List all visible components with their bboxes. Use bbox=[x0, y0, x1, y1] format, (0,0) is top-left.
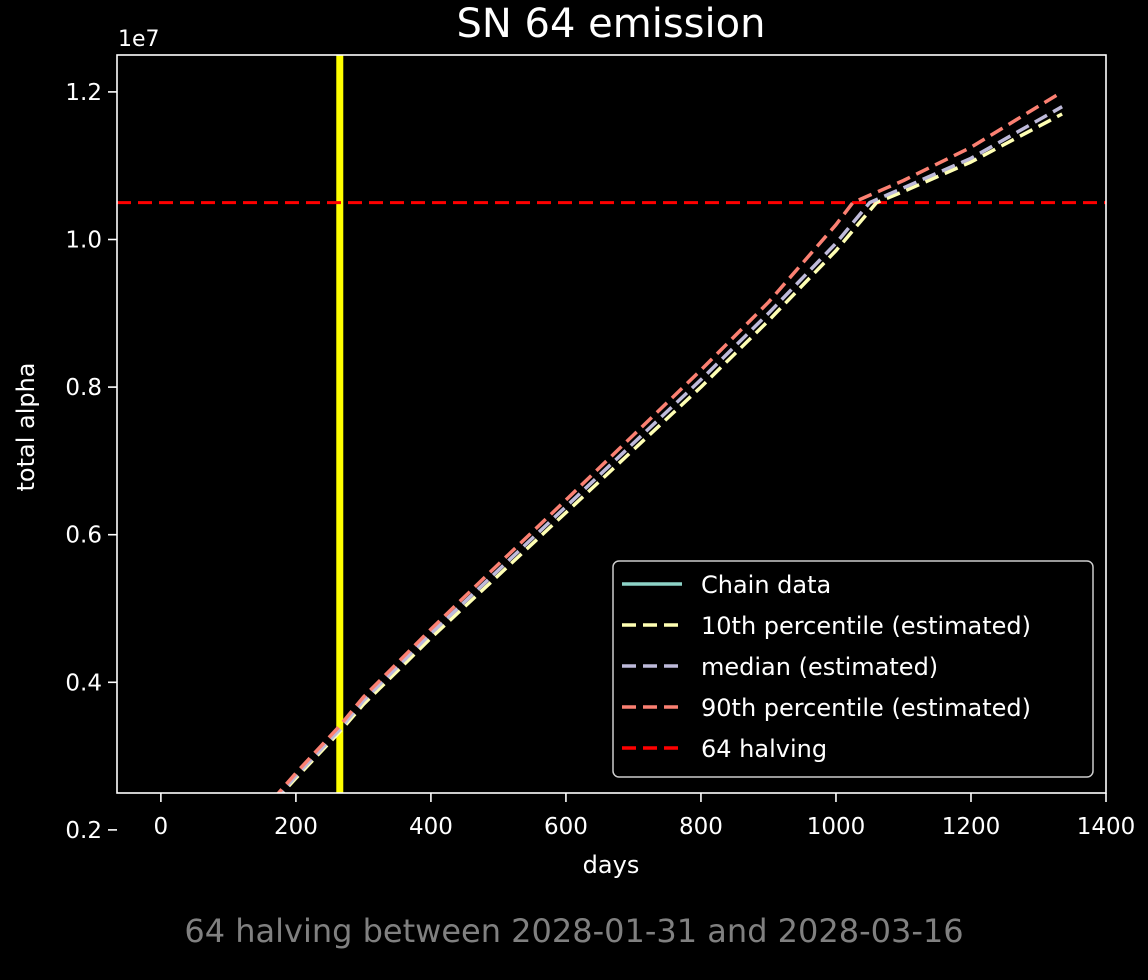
y-tick-label: 1.2 bbox=[65, 80, 102, 106]
y-offset-label: 1e7 bbox=[118, 27, 160, 52]
plot-area bbox=[117, 55, 1106, 900]
legend-chain-data-label: Chain data bbox=[701, 571, 831, 599]
x-tick-label: 1400 bbox=[1077, 814, 1136, 840]
median-line bbox=[278, 105, 1063, 793]
x-tick-label: 600 bbox=[544, 814, 588, 840]
x-axis: 0 200 400 600 800 1000 1200 1400 bbox=[154, 793, 1136, 840]
x-tick-label: 200 bbox=[274, 814, 318, 840]
legend-p90-label: 90th percentile (estimated) bbox=[701, 694, 1031, 722]
y-tick-label: 0.4 bbox=[65, 670, 102, 696]
y-axis: 0.2 0.4 0.6 0.8 1.0 1.2 bbox=[65, 80, 117, 844]
y-tick-label: 0.8 bbox=[65, 375, 102, 401]
x-tick-label: 0 bbox=[154, 814, 169, 840]
p90-line bbox=[276, 90, 1064, 793]
y-tick-label: 1.0 bbox=[65, 228, 102, 254]
y-axis-label: total alpha bbox=[12, 362, 40, 491]
legend-median-label: median (estimated) bbox=[701, 653, 938, 681]
x-axis-label: days bbox=[583, 851, 640, 879]
y-tick-label: 0.2 bbox=[65, 818, 102, 844]
x-tick-label: 1000 bbox=[807, 814, 866, 840]
chain-data-line bbox=[161, 893, 181, 900]
x-tick-label: 400 bbox=[409, 814, 453, 840]
legend-box bbox=[612, 560, 1094, 778]
legend: Chain data 10th percentile (estimated) med… bbox=[612, 560, 1094, 778]
y-tick-label: 0.6 bbox=[65, 523, 102, 549]
legend-halving-label: 64 halving bbox=[701, 735, 827, 763]
x-tick-label: 800 bbox=[679, 814, 723, 840]
axes-frame bbox=[116, 54, 1107, 794]
halving-caption: 64 halving between 2028-01-31 and 2028-0… bbox=[184, 912, 964, 950]
chart: SN 64 emission 1e7 0 200 400 600 800 1000 1200… bbox=[12, 1, 1136, 900]
x-tick-label: 1200 bbox=[942, 814, 1001, 840]
p10-line bbox=[279, 112, 1063, 793]
chart-title: SN 64 emission bbox=[457, 1, 766, 47]
legend-p10-label: 10th percentile (estimated) bbox=[701, 612, 1031, 640]
